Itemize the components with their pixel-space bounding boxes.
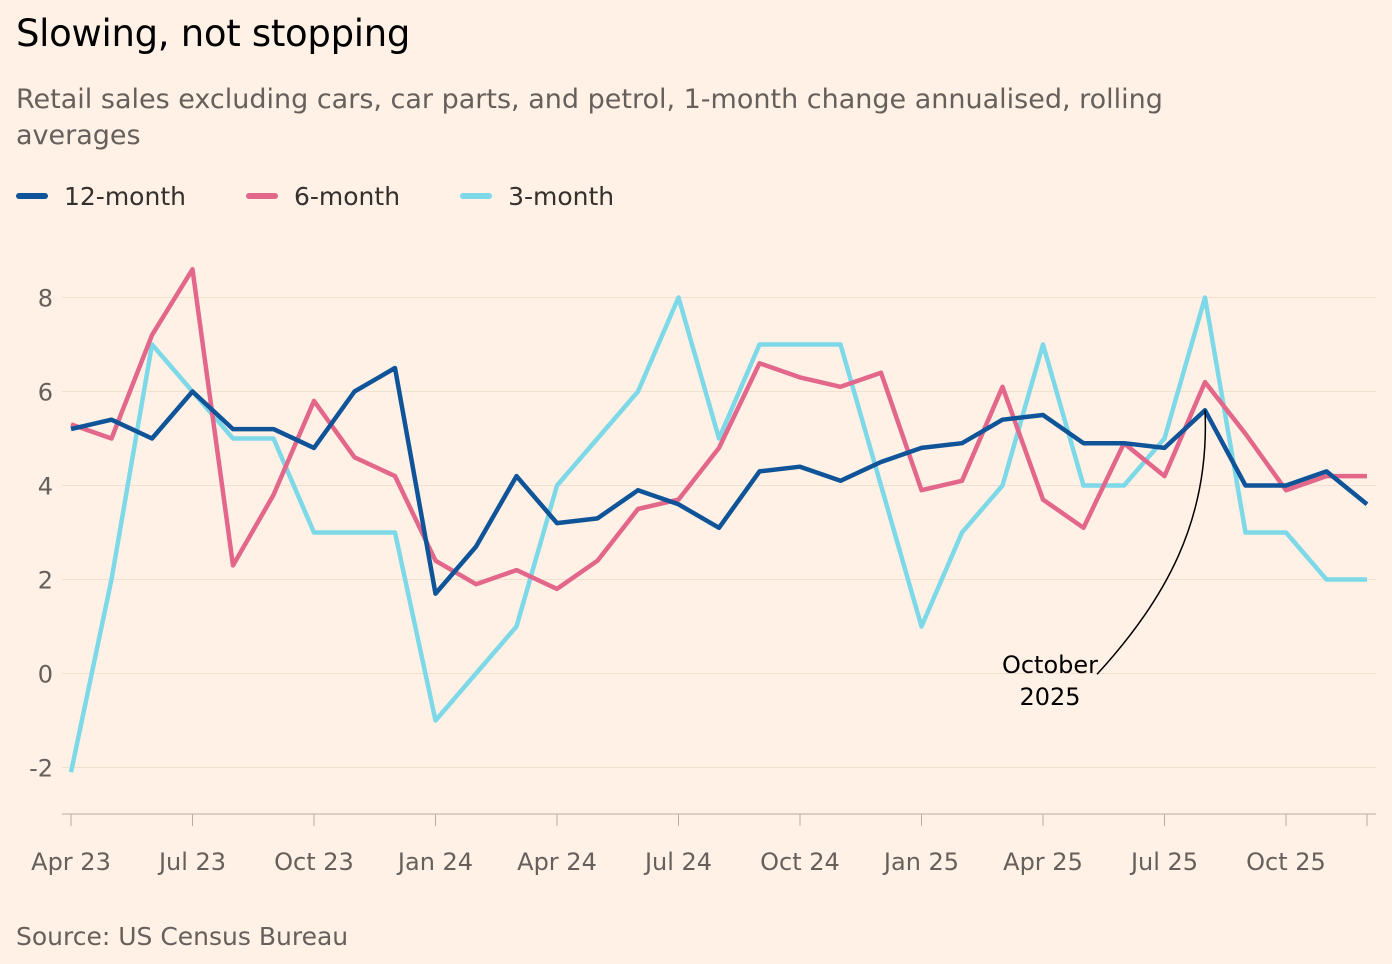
legend-label-6-month: 6-month [293,181,401,211]
annotation-leader-line [1096,410,1207,675]
legend-label-3-month: 3-month [508,181,615,211]
legend-swatch-12-month [16,193,48,199]
x-tick-label: Apr 24 [517,848,597,876]
y-tick-label: -2 [29,755,53,783]
y-tick-label: 2 [38,567,53,595]
chart-title: Slowing, not stopping [16,12,411,55]
legend-swatch-6-month [245,193,278,199]
x-tick-label: Jan 24 [396,848,473,876]
y-tick-label: 4 [38,473,53,501]
series-line-6-month [70,267,1367,592]
legend-swatch-3-month [460,193,493,199]
annotation: October 2025 [1002,410,1207,711]
series-line-3-month [68,295,1367,773]
x-tick-label: Jul 25 [1129,848,1198,876]
y-tick-label: 0 [38,661,53,689]
line-chart: 8 6 4 2 0 -2 Apr 23 Jul 23 Oct 23 Jan 24 Apr 24 Ju… [29,267,1376,876]
chart-source: Source: US Census Bureau [16,922,349,951]
x-tick-label: Oct 24 [760,848,840,876]
chart-subtitle: Retail sales excluding cars, car parts, … [16,84,1163,151]
annotation-text-line2: 2025 [1019,683,1080,711]
legend-item-12-month: 12-month [16,182,186,211]
gridlines [62,297,1376,768]
x-tick-label: Apr 25 [1003,848,1083,876]
x-tick-label: Jan 25 [882,848,959,876]
y-tick-label: 8 [38,285,53,313]
annotation-text-line1: October [1002,651,1098,679]
x-tick-label: Oct 25 [1246,848,1326,876]
series-lines [68,267,1369,773]
y-axis-ticks: 8 6 4 2 0 -2 [29,285,53,783]
x-tick-label: Apr 23 [31,848,111,876]
series-line-12-month [70,365,1369,596]
x-tick-label: Jul 24 [643,848,712,876]
x-tick-label: Jul 23 [157,848,226,876]
chart-legend: 12-month 6-month 3-month [16,178,674,214]
y-tick-label: 6 [38,379,53,407]
x-axis-ticks: Apr 23 Jul 23 Oct 23 Jan 24 Apr 24 Jul 24 Oct … [31,814,1368,876]
x-tick-label: Oct 23 [274,848,354,876]
legend-label-12-month: 12-month [64,181,186,211]
legend-item-6-month: 6-month [245,181,401,211]
legend-item-3-month: 3-month [460,182,614,211]
